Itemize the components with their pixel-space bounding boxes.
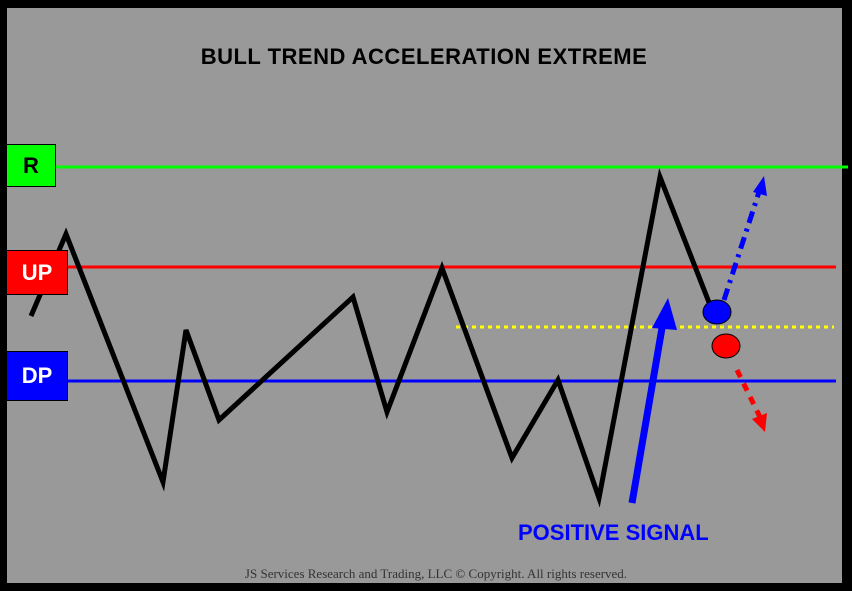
blue-marker-dot <box>702 299 732 325</box>
up-projection-line <box>721 191 762 301</box>
positive-signal-label: POSITIVE SIGNAL <box>518 520 709 545</box>
price-path <box>28 167 713 508</box>
up-level-label: UP <box>6 250 68 295</box>
up-projection-arrowhead <box>753 176 767 196</box>
copyright-notice: JS Services Research and Trading, LLC © … <box>244 566 628 581</box>
positive-signal-arrow-shaft <box>628 327 666 504</box>
positive-signal-arrow-head <box>652 298 677 330</box>
chart-title: BULL TREND ACCELERATION EXTREME <box>200 44 648 69</box>
r-level-label: R <box>6 144 56 187</box>
dp-level-text: DP <box>21 363 53 388</box>
dp-level-label: DP <box>6 351 68 401</box>
down-projection-arrowhead <box>752 413 767 432</box>
chart-panel <box>7 8 842 583</box>
red-marker-dot <box>711 333 741 359</box>
up-level-text: UP <box>21 259 53 285</box>
down-projection-line <box>734 368 763 419</box>
r-level-text: R <box>23 152 39 178</box>
